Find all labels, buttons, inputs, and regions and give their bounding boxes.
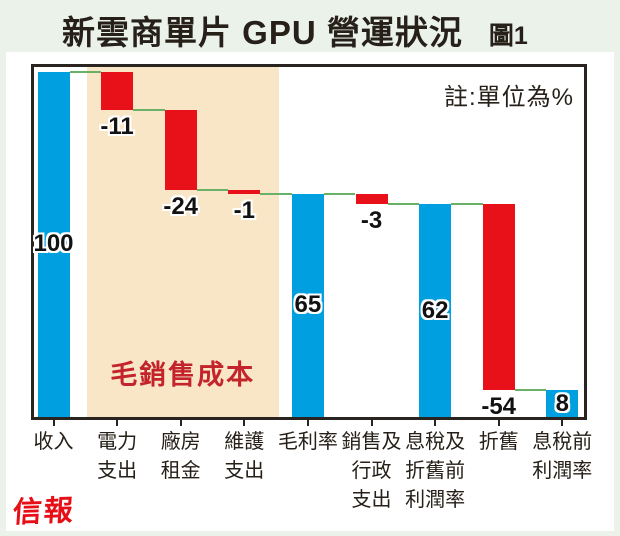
axis-tick-2 [116,417,119,426]
waterfall-bar-3 [164,109,197,190]
axis-tick-3 [179,417,182,426]
value-label-5: 65 [294,291,322,319]
waterfall-bar-5 [291,193,324,417]
connector-line-3 [196,189,229,191]
waterfall-bar-7 [419,204,452,417]
value-label-9: 8 [555,389,569,417]
value-label-2: -11 [100,112,134,140]
connector-line-8 [514,389,547,392]
connector-line-1 [69,70,102,73]
value-label-6: -3 [360,207,383,235]
axis-tick-6 [370,417,373,426]
title-row: 新雲商單片 GPU 營運狀況 圖1 [62,6,612,54]
value-label-1: 100 [33,230,74,258]
axis-tick-9 [561,417,564,426]
cost-shade-label: 毛銷售成本 [110,360,256,390]
connector-line-6 [387,203,420,206]
axis-tick-1 [52,417,55,426]
waterfall-bar-9 [546,390,579,417]
value-label-3: -24 [163,193,199,220]
figure-number-label: 圖1 [488,22,528,50]
brand-logo: 信報 [11,492,77,530]
waterfall-bar-1 [37,71,70,417]
page-title: 新雲商單片 GPU 營運狀況 [62,14,463,51]
connector-line-2 [133,108,165,111]
axis-tick-4 [243,417,246,426]
axis-tick-5 [306,417,309,426]
value-label-4: -1 [233,196,255,224]
connector-line-4 [260,192,292,195]
waterfall-bar-4 [228,190,261,194]
waterfall-bar-8 [482,204,515,391]
axis-tick-7 [434,417,437,426]
value-label-7: 62 [421,296,449,324]
waterfall-bar-2 [101,71,134,110]
waterfall-bar-6 [355,193,388,205]
value-label-8: -54 [481,393,517,421]
connector-line-7 [451,203,483,206]
unit-note: 註:單位為% [443,84,574,111]
axis-tick-8 [497,417,500,426]
plot-frame: 註:單位為% 毛銷售成本 100 -11 -24 -1 65 -3 62 -54 8 [31,64,587,426]
plot-area: 註:單位為% 毛銷售成本 100 -11 -24 -1 65 -3 62 -54 8 [33,67,584,426]
connector-line-5 [323,192,356,195]
